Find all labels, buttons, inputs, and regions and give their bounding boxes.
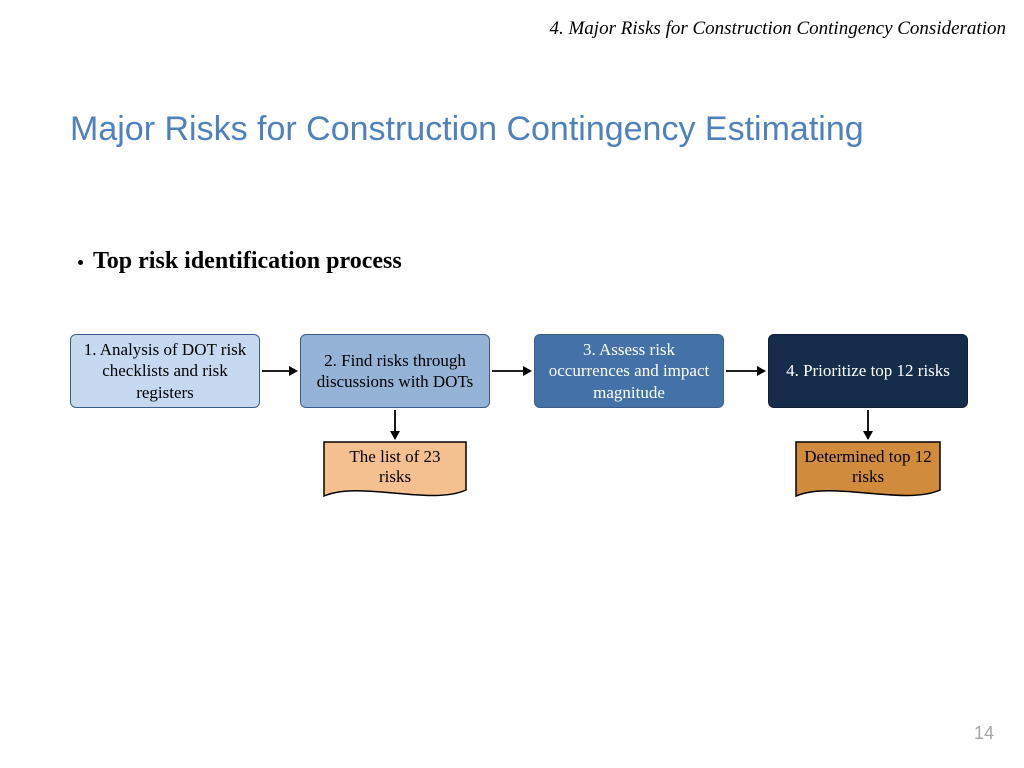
arrow-h bbox=[262, 365, 298, 377]
bullet-item: Top risk identification process bbox=[78, 248, 402, 275]
flow-node-n4: 4. Prioritize top 12 risks bbox=[768, 334, 968, 408]
page-number: 14 bbox=[974, 723, 994, 744]
arrow-h bbox=[726, 365, 766, 377]
flow-doc-d1: The list of 23 risks bbox=[324, 442, 466, 498]
flow-node-n3: 3. Assess risk occurrences and impact ma… bbox=[534, 334, 724, 408]
section-header: 4. Major Risks for Construction Continge… bbox=[549, 18, 1006, 40]
arrow-v bbox=[389, 410, 401, 440]
flow-node-n2: 2. Find risks through discussions with D… bbox=[300, 334, 490, 408]
flow-node-n1: 1. Analysis of DOT risk checklists and r… bbox=[70, 334, 260, 408]
bullet-text: Top risk identification process bbox=[93, 248, 402, 275]
page-title: Major Risks for Construction Contingency… bbox=[70, 110, 864, 149]
arrow-v bbox=[862, 410, 874, 440]
flow-doc-d2: Determined top 12 risks bbox=[796, 442, 940, 498]
arrow-h bbox=[492, 365, 532, 377]
bullet-dot bbox=[78, 260, 83, 265]
flowchart: 1. Analysis of DOT risk checklists and r… bbox=[70, 334, 970, 554]
